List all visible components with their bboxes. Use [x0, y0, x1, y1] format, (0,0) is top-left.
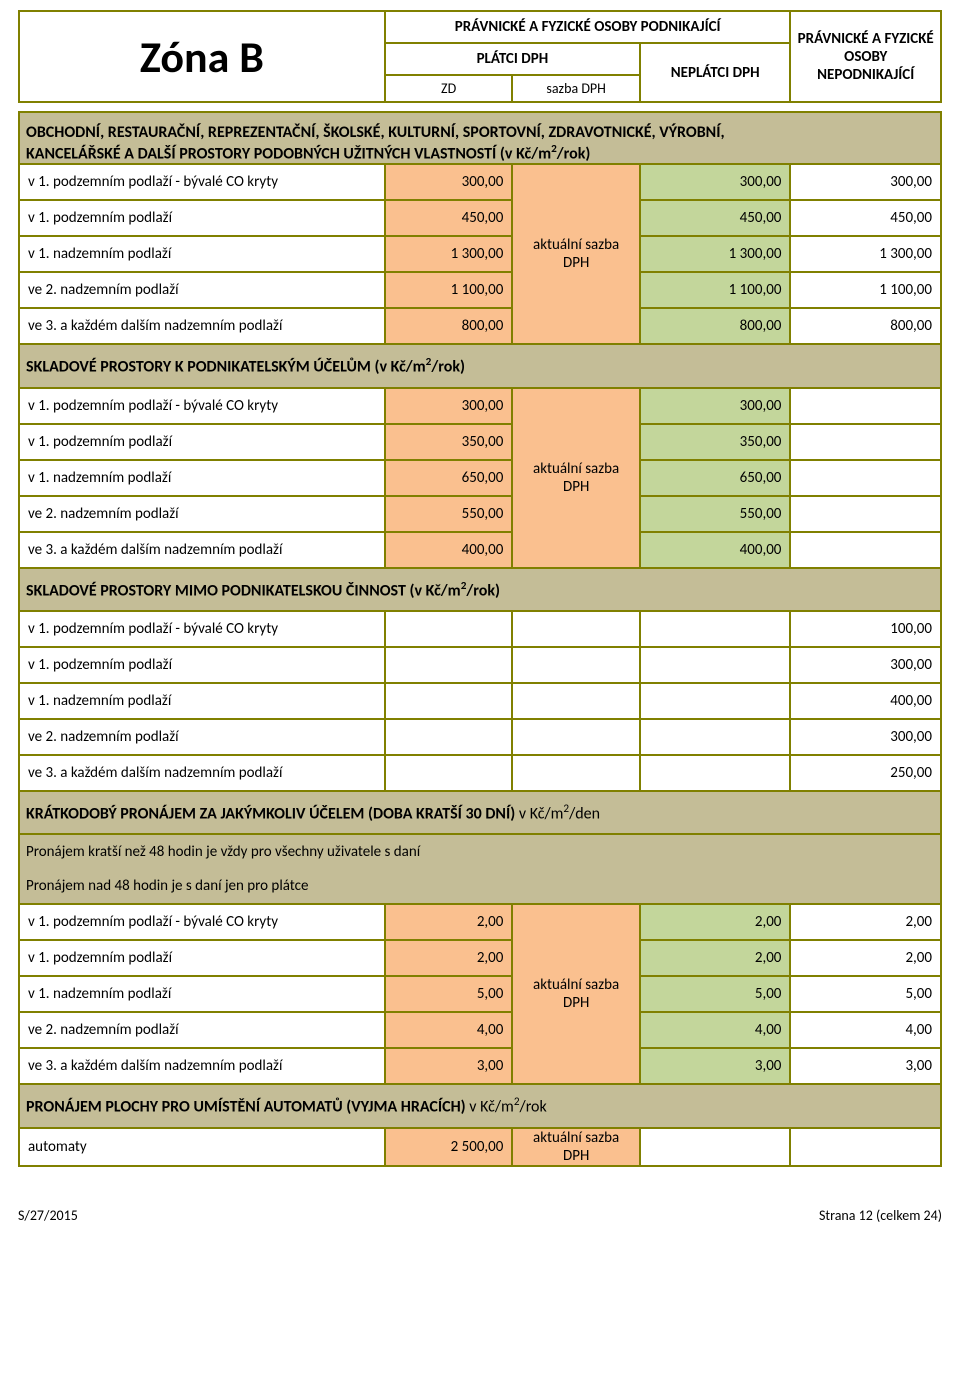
- footer-right: Strana 12 (celkem 24): [819, 1207, 942, 1224]
- table-row: v 1. nadzemním podlaží 1 300,00 1 300,00…: [19, 236, 941, 272]
- sec4-note1: Pronájem kratší než 48 hodin je vždy pro…: [19, 834, 941, 869]
- hdr-zd: ZD: [385, 75, 513, 102]
- hdr-platci: PLÁTCI DPH: [385, 43, 640, 75]
- table-row: v 1. podzemním podlaží - bývalé CO kryty…: [19, 388, 941, 424]
- table-row: v 1. podzemním podlaží 300,00: [19, 647, 941, 683]
- sec2-heading: SKLADOVÉ PROSTORY K PODNIKATELSKÝM ÚČELŮ…: [19, 344, 941, 387]
- zone-title: Zóna B: [19, 11, 385, 102]
- sazba-merge: aktuální sazba DPH: [512, 904, 640, 1084]
- sec1-heading: OBCHODNÍ, RESTAURAČNÍ, REPREZENTAČNÍ, ŠK…: [19, 112, 941, 164]
- table-row: ve 2. nadzemním podlaží 550,00 550,00: [19, 496, 941, 532]
- hdr-podnikajici: PRÁVNICKÉ A FYZICKÉ OSOBY PODNIKAJÍCÍ: [385, 11, 791, 43]
- sec4-heading: KRÁTKODOBÝ PRONÁJEM ZA JAKÝMKOLIV ÚČELEM…: [19, 791, 941, 834]
- hdr-nepodnikajici: PRÁVNICKÉ A FYZICKÉ OSOBY NEPODNIKAJÍCÍ: [790, 11, 941, 102]
- table-row: v 1. podzemním podlaží - bývalé CO kryty…: [19, 611, 941, 647]
- table-row: v 1. podzemním podlaží - bývalé CO kryty…: [19, 164, 941, 200]
- table-row: v 1. podzemním podlaží 2,00 2,00 2,00: [19, 940, 941, 976]
- table-row: ve 3. a každém dalším nadzemním podlaží …: [19, 755, 941, 791]
- sazba-merge: aktuální sazba DPH: [512, 388, 640, 568]
- table-row: v 1. nadzemním podlaží 400,00: [19, 683, 941, 719]
- sec4-note2: Pronájem nad 48 hodin je s daní jen pro …: [19, 869, 941, 904]
- sec5-heading: PRONÁJEM PLOCHY PRO UMÍSTĚNÍ AUTOMATŮ (V…: [19, 1084, 941, 1127]
- sec3-heading: SKLADOVÉ PROSTORY MIMO PODNIKATELSKOU ČI…: [19, 568, 941, 611]
- sazba-merge: aktuální sazba DPH: [512, 1128, 640, 1166]
- table-row: v 1. nadzemním podlaží 5,00 5,00 5,00: [19, 976, 941, 1012]
- table-row: v 1. podzemním podlaží 450,00 450,00 450…: [19, 200, 941, 236]
- table-row: ve 3. a každém dalším nadzemním podlaží …: [19, 532, 941, 568]
- table-row: ve 2. nadzemním podlaží 4,00 4,00 4,00: [19, 1012, 941, 1048]
- table-row: ve 2. nadzemním podlaží 1 100,00 1 100,0…: [19, 272, 941, 308]
- table-row: v 1. podzemním podlaží - bývalé CO kryty…: [19, 904, 941, 940]
- hdr-sazba: sazba DPH: [512, 75, 640, 102]
- table-row: ve 3. a každém dalším nadzemním podlaží …: [19, 308, 941, 344]
- table-row: v 1. podzemním podlaží 350,00 350,00: [19, 424, 941, 460]
- table-row: automaty 2 500,00 aktuální sazba DPH: [19, 1128, 941, 1166]
- sazba-merge: aktuální sazba DPH: [512, 164, 640, 344]
- table-row: ve 3. a každém dalším nadzemním podlaží …: [19, 1048, 941, 1084]
- hdr-neplatci: NEPLÁTCI DPH: [640, 43, 791, 102]
- table-row: v 1. nadzemním podlaží 650,00 650,00: [19, 460, 941, 496]
- footer-left: S/27/2015: [18, 1207, 78, 1224]
- table-row: ve 2. nadzemním podlaží 300,00: [19, 719, 941, 755]
